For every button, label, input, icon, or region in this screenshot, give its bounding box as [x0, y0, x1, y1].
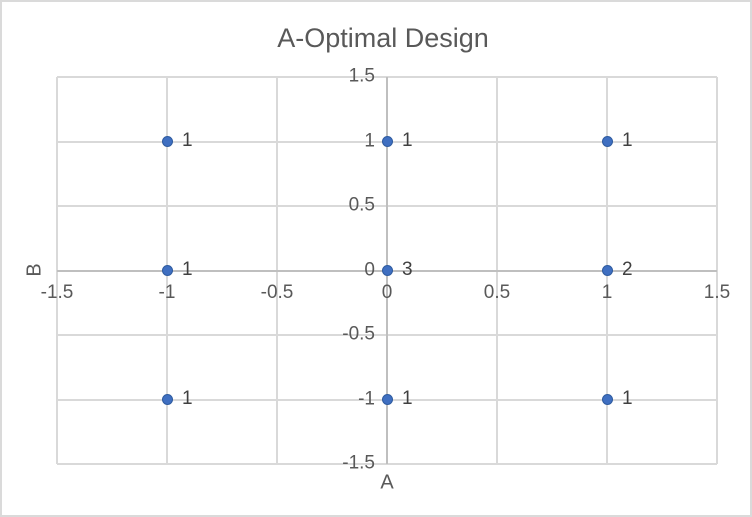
y-tick-label: -1.5: [342, 452, 375, 474]
x-tick-label: 1.5: [703, 282, 731, 303]
data-point: [161, 265, 173, 276]
data-point-label: 1: [182, 387, 193, 409]
x-tick-label: -1: [158, 282, 176, 303]
data-point-label: 2: [622, 258, 633, 280]
chart-title: A-Optimal Design: [277, 23, 489, 53]
h-gridline: [57, 463, 717, 465]
data-point-label: 3: [402, 258, 413, 280]
x-tick-label: -1.5: [40, 282, 74, 303]
y-tick-label: 1.5: [348, 65, 375, 87]
v-gridline: [716, 77, 718, 464]
data-point-label: 1: [182, 129, 193, 151]
data-point: [381, 394, 393, 405]
data-point: [381, 265, 393, 276]
y-tick-label: -0.5: [342, 323, 375, 345]
data-point: [381, 136, 393, 147]
y-tick-label: 0.5: [348, 194, 375, 216]
data-point: [161, 136, 173, 147]
y-axis-title: B: [23, 263, 46, 277]
y-tick-label: 1: [364, 130, 375, 152]
data-point: [601, 136, 613, 147]
y-tick-label: -1: [358, 388, 375, 410]
y-tick-label: 0: [364, 259, 375, 281]
data-point-label: 1: [622, 129, 633, 151]
x-axis-title: A: [380, 471, 394, 494]
x-tick-label: 1: [601, 282, 613, 303]
data-point: [601, 265, 613, 276]
x-tick-label: 0: [381, 282, 393, 303]
data-point: [161, 394, 173, 405]
x-tick-label: -0.5: [260, 282, 294, 303]
data-point-label: 1: [622, 387, 633, 409]
data-point-label: 1: [402, 387, 413, 409]
data-point-label: 1: [182, 258, 193, 280]
x-tick-label: 0.5: [483, 282, 511, 303]
plot-area: -1.5 -1 -0.5 0 0.5 1 1.5 1.5 1 0.5 0 -0.5 -1 -1.5 1 1 1 1…: [41, 66, 731, 474]
data-point: [601, 394, 613, 405]
data-point-label: 1: [402, 129, 413, 151]
